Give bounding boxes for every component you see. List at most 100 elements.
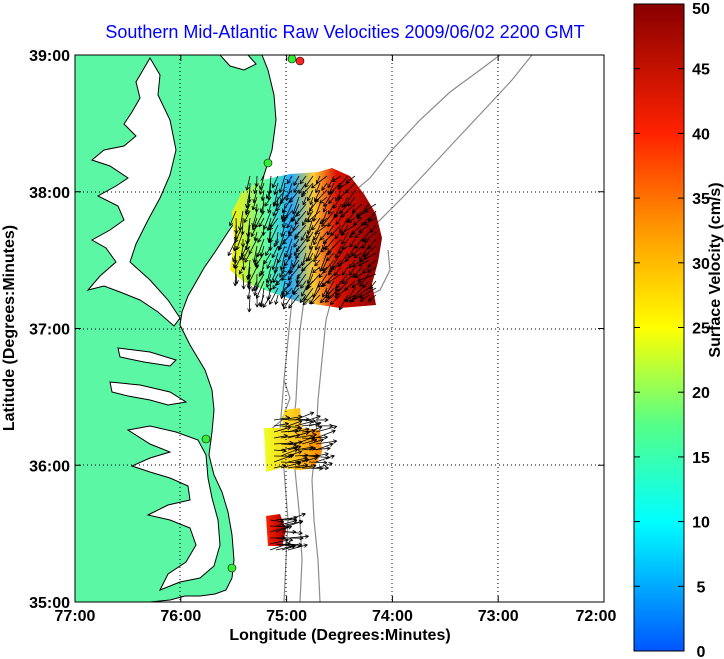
velocity-vector xyxy=(273,182,279,195)
velocity-vector xyxy=(309,196,314,206)
velocity-vector xyxy=(321,280,328,288)
velocity-vector xyxy=(266,189,272,199)
velocity-vector xyxy=(272,203,279,217)
velocity-vector xyxy=(313,231,321,246)
x-axis-ticks: 77:00 76:00 75:00 74:00 73:00 72:00 xyxy=(55,55,617,625)
colorbar-label: Surface Velocity (cm/s) xyxy=(707,182,724,357)
velocity-vector xyxy=(327,217,335,227)
y-tick-label: 35:00 xyxy=(29,595,70,612)
velocity-vector xyxy=(328,196,335,205)
river-inlet xyxy=(109,381,188,406)
velocity-vector xyxy=(354,231,363,238)
velocity-vector xyxy=(257,231,265,243)
velocity-vector xyxy=(315,462,333,469)
velocity-vector xyxy=(292,287,300,296)
velocity-vector xyxy=(243,210,251,223)
x-tick-label: 76:00 xyxy=(160,608,201,625)
velocity-vector xyxy=(308,460,328,465)
velocity-vector xyxy=(293,175,300,186)
velocity-vector xyxy=(308,465,329,471)
velocity-vector xyxy=(347,196,356,207)
velocity-vector xyxy=(355,210,370,218)
velocity-vector xyxy=(295,273,300,284)
velocity-vector xyxy=(351,280,363,288)
velocity-vector xyxy=(339,210,349,218)
radar-site-marker xyxy=(295,56,305,66)
velocity-vector xyxy=(294,427,310,433)
velocity-vector xyxy=(326,245,335,256)
velocity-vector xyxy=(301,287,307,297)
velocity-vector xyxy=(229,210,237,227)
velocity-vector xyxy=(264,196,272,207)
velocity-vector xyxy=(254,294,260,308)
velocity-vector xyxy=(278,238,286,251)
velocity-vector xyxy=(341,231,349,245)
velocity-vector xyxy=(294,231,300,240)
velocity-vector xyxy=(286,217,293,229)
velocity-vector xyxy=(287,445,302,451)
velocity-vector xyxy=(319,196,328,204)
velocity-vector xyxy=(258,217,265,228)
y-axis-ticks: 39:00 38:00 37:00 36:00 35:00 xyxy=(29,48,604,612)
velocity-vector xyxy=(335,217,342,225)
velocity-vector xyxy=(269,287,279,305)
velocity-vector xyxy=(320,294,328,304)
velocity-vector xyxy=(262,294,272,308)
x-tick-label: 74:00 xyxy=(372,608,413,625)
velocity-vector xyxy=(253,231,258,242)
velocity-vector xyxy=(274,294,279,305)
velocity-vector xyxy=(280,461,302,469)
velocity-vector xyxy=(241,273,246,290)
velocity-vector xyxy=(348,259,356,269)
velocity-vector xyxy=(279,266,286,278)
velocity-vector xyxy=(273,238,279,248)
velocity-vector xyxy=(275,525,293,533)
velocity-vector xyxy=(281,287,286,298)
y-tick-label: 39:00 xyxy=(29,48,70,65)
velocity-vector xyxy=(287,512,306,521)
velocity-vector xyxy=(253,287,258,296)
velocity-vector xyxy=(315,425,338,433)
velocity-vector xyxy=(288,294,300,309)
grid-lines xyxy=(75,55,604,602)
velocity-vector xyxy=(307,189,314,202)
velocity-vector xyxy=(227,238,237,257)
velocity-vector xyxy=(334,245,342,259)
velocity-vector xyxy=(287,534,309,539)
velocity-vector xyxy=(267,203,272,214)
velocity-vector xyxy=(369,280,377,290)
radar-site-marker xyxy=(201,434,211,444)
colorbar-tick-label: 25 xyxy=(692,321,710,338)
velocity-vector xyxy=(353,252,363,258)
velocity-vector xyxy=(300,280,307,289)
velocity-vector xyxy=(367,294,377,302)
velocity-vector xyxy=(272,280,279,290)
velocity-vector xyxy=(337,182,349,190)
colorbar-tick-label: 5 xyxy=(697,579,706,596)
velocity-vector xyxy=(348,266,356,276)
colorbar-tick-label: 0 xyxy=(697,644,706,659)
velocity-vector xyxy=(308,252,314,262)
velocity-vector xyxy=(310,294,321,305)
velocity-vector xyxy=(245,203,251,214)
velocity-vector xyxy=(352,259,363,268)
delaware-bay xyxy=(219,55,257,71)
velocity-vector xyxy=(301,217,307,226)
velocity-vector xyxy=(273,426,292,433)
x-tick-label: 73:00 xyxy=(478,608,519,625)
velocity-vector xyxy=(281,544,296,551)
x-tick-label: 75:00 xyxy=(266,608,307,625)
velocity-vector xyxy=(367,259,377,268)
velocity-vector xyxy=(326,280,335,295)
velocity-vector xyxy=(286,175,293,184)
velocity-vector xyxy=(300,231,307,241)
velocity-vector xyxy=(341,273,356,285)
velocity-vector xyxy=(301,456,318,463)
radar-site-marker xyxy=(263,158,273,168)
velocity-vector xyxy=(232,252,237,262)
velocity-vector xyxy=(306,231,314,243)
velocity-vector xyxy=(241,259,246,271)
velocity-vector xyxy=(287,426,303,433)
velocity-vector xyxy=(285,287,293,295)
